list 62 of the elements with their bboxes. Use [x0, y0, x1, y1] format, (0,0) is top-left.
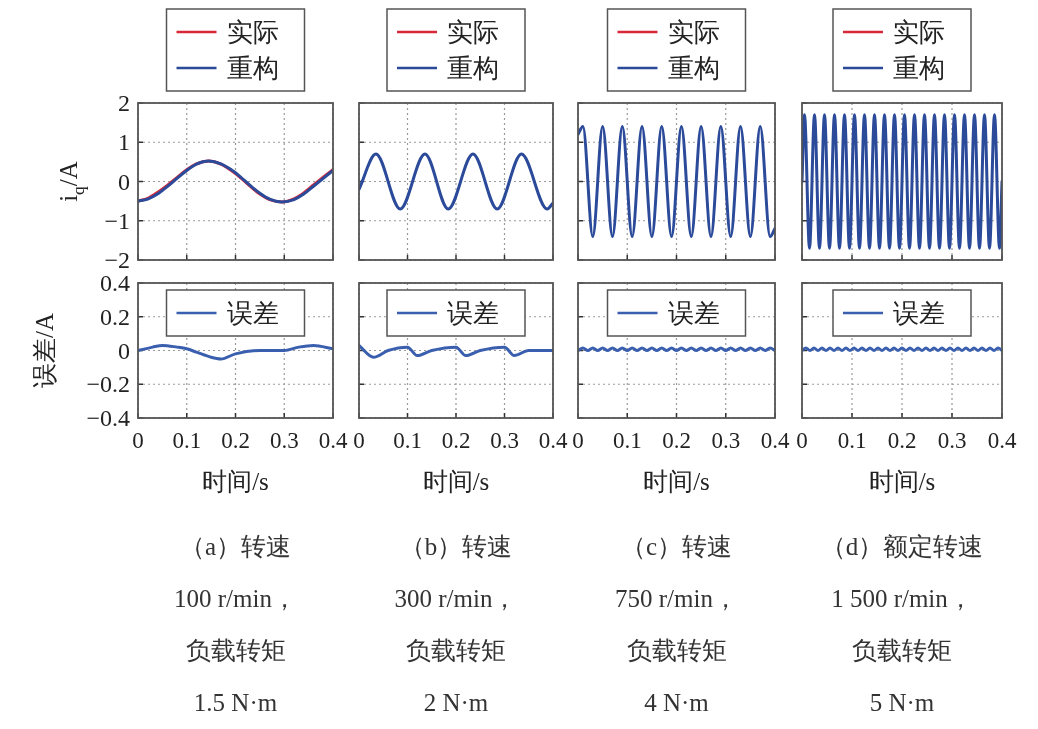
- text: 负载转矩: [626, 636, 727, 664]
- legend-label: 误差: [226, 298, 279, 328]
- x-tick-label: 0.2: [662, 428, 691, 453]
- text: 2 N·m: [423, 688, 489, 716]
- x-axis-title: 时间/s: [422, 468, 490, 495]
- text: 5 N·m: [869, 688, 935, 716]
- text: 750 r/min，: [615, 584, 738, 612]
- x-tick-label: 0: [572, 428, 584, 453]
- x-tick-label: 0.2: [441, 428, 471, 453]
- legend-label: 重构: [893, 53, 945, 83]
- y-tick-label: −0.4: [86, 405, 130, 431]
- x-tick-label: 0.2: [887, 428, 917, 453]
- legend-label: 重构: [447, 53, 499, 83]
- x-tick-label: 0.1: [393, 428, 422, 453]
- x-tick-label: 0.3: [937, 428, 967, 453]
- text: 4 N·m: [644, 688, 710, 716]
- y-tick-label: 0: [118, 168, 130, 195]
- legend-label: 实际: [893, 17, 945, 47]
- y-tick-label: −0.2: [86, 371, 130, 398]
- legend-label: 误差: [667, 298, 720, 328]
- x-tick-label: 0.4: [318, 428, 348, 453]
- y-tick-label: 1: [118, 129, 130, 156]
- y-axis-title: 误差/A: [30, 313, 58, 388]
- text: （d）额定转速: [820, 532, 984, 560]
- legend-label: 误差: [893, 298, 945, 328]
- y-tick-label: 0: [118, 337, 130, 364]
- x-tick-label: 0.4: [760, 428, 790, 453]
- x-tick-label: 0: [796, 428, 808, 453]
- x-tick-label: 0.1: [172, 428, 202, 453]
- text: （b）转速: [399, 532, 513, 560]
- legend-label: 实际: [667, 17, 720, 47]
- text: 负载转矩: [852, 636, 952, 664]
- x-tick-label: 0.1: [837, 428, 867, 453]
- y-tick-label: −2: [104, 247, 130, 273]
- x-tick-label: 0.3: [490, 428, 519, 453]
- x-tick-label: 0.4: [538, 428, 568, 453]
- x-tick-label: 0.4: [987, 428, 1017, 453]
- legend-label: 实际: [447, 17, 499, 47]
- text: （c）转速: [620, 532, 733, 560]
- x-tick-label: 0: [353, 428, 365, 453]
- x-tick-label: 0.2: [221, 428, 250, 453]
- text: 300 r/min，: [394, 584, 518, 612]
- text: 负载转矩: [185, 636, 286, 664]
- text: 1 500 r/min，: [831, 584, 973, 612]
- legend-label: 重构: [667, 53, 720, 83]
- x-axis-title: 时间/s: [202, 468, 269, 495]
- legend-label: 重构: [226, 53, 279, 83]
- legend-label: 误差: [447, 298, 499, 328]
- text: 100 r/min，: [174, 584, 297, 612]
- y-tick-label: 0.2: [100, 303, 130, 330]
- y-tick-label: 2: [118, 90, 130, 116]
- x-tick-label: 0.3: [711, 428, 741, 453]
- text: 负载转矩: [406, 636, 506, 664]
- y-tick-label: −1: [104, 207, 130, 234]
- text: 1.5 N·m: [193, 688, 278, 716]
- text: （a）转速: [179, 532, 292, 560]
- legend-label: 实际: [226, 17, 279, 47]
- x-tick-label: 0.3: [269, 428, 299, 453]
- y-tick-label: 0.4: [100, 270, 130, 296]
- x-tick-label: 0.1: [612, 428, 642, 453]
- x-axis-title: 时间/s: [868, 468, 936, 495]
- x-axis-title: 时间/s: [643, 468, 710, 495]
